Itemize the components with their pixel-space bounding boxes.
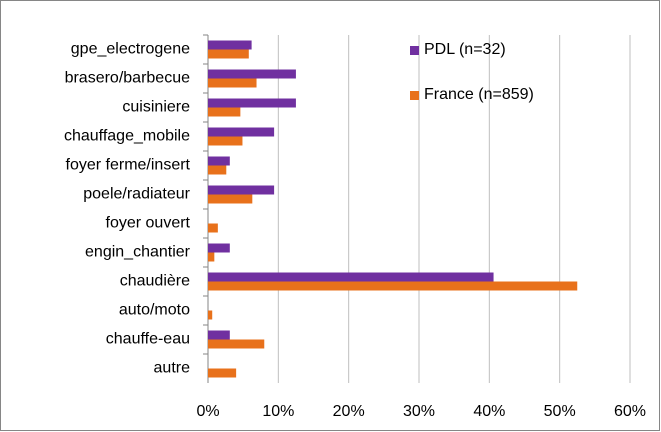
bar xyxy=(208,368,237,378)
bar xyxy=(208,69,296,79)
bar xyxy=(208,339,265,349)
bar xyxy=(208,98,296,108)
bar xyxy=(208,252,215,262)
bar xyxy=(208,165,227,175)
legend-label: PDL (n=32) xyxy=(424,41,506,58)
y-tick-label: auto/moto xyxy=(119,302,190,319)
x-tick-label: 10% xyxy=(262,403,294,420)
bar xyxy=(208,310,213,320)
bar xyxy=(208,156,230,166)
bar xyxy=(208,107,241,117)
y-tick-label: poele/radiateur xyxy=(83,186,190,203)
bar xyxy=(208,78,257,88)
bar xyxy=(208,243,230,253)
y-tick-label: gpe_electrogene xyxy=(71,41,190,58)
bar xyxy=(208,281,578,291)
y-tick-label: brasero/barbecue xyxy=(65,70,191,87)
bar xyxy=(208,194,253,204)
x-tick-label: 40% xyxy=(473,403,505,420)
bar xyxy=(208,223,218,233)
y-tick-label: engin_chantier xyxy=(85,244,191,261)
bar xyxy=(208,330,230,340)
x-tick-label: 50% xyxy=(544,403,576,420)
y-tick-label: autre xyxy=(154,360,191,377)
y-tick-label: cuisiniere xyxy=(122,99,190,116)
bar xyxy=(208,185,275,195)
legend-swatch xyxy=(410,46,419,55)
bar xyxy=(208,49,249,59)
x-tick-label: 30% xyxy=(403,403,435,420)
y-tick-label: chauffage_mobile xyxy=(64,128,190,145)
x-tick-label: 0% xyxy=(196,403,219,420)
legend-label: France (n=859) xyxy=(424,86,534,103)
bar xyxy=(208,272,494,282)
y-tick-label: chaudière xyxy=(120,273,190,290)
bar xyxy=(208,127,275,137)
y-tick-label: foyer ouvert xyxy=(106,215,191,232)
x-tick-label: 60% xyxy=(614,403,646,420)
bar xyxy=(208,136,243,146)
y-tick-label: chauffe-eau xyxy=(106,331,190,348)
legend-swatch xyxy=(410,91,419,100)
y-tick-label: foyer ferme/insert xyxy=(66,157,191,174)
bar xyxy=(208,40,252,50)
x-tick-label: 20% xyxy=(333,403,365,420)
